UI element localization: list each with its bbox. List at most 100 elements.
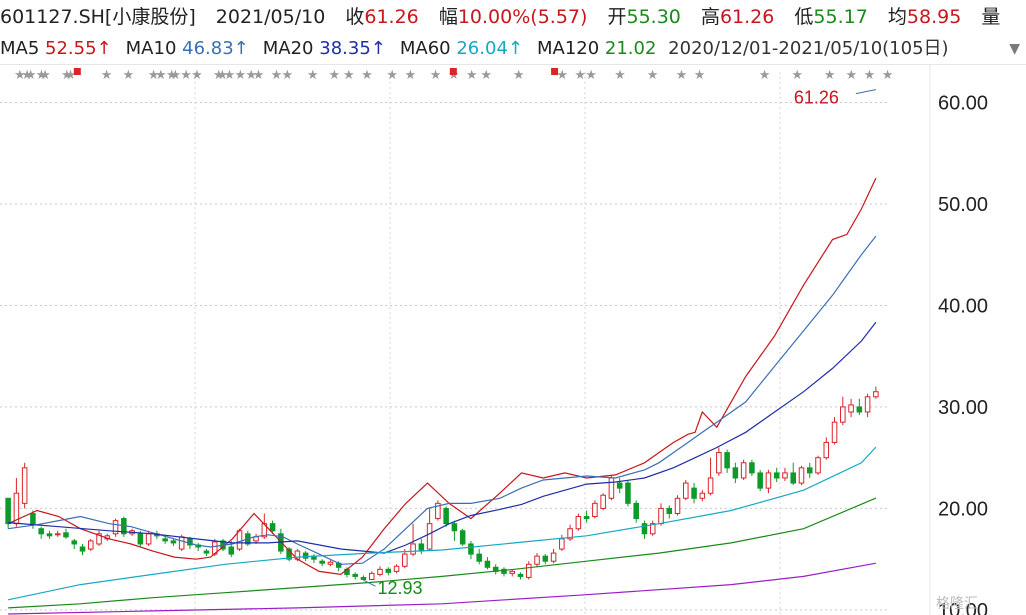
ma-line-ma250 (8, 562, 877, 615)
candle-body (848, 404, 854, 413)
candle-body (666, 507, 673, 515)
ma-line-ma60 (7, 446, 877, 601)
ma-line-ma5 (7, 177, 877, 576)
candle-body (683, 482, 689, 499)
stock-code[interactable]: 601127.SH[小康股份] (0, 6, 196, 28)
open-value: 55.30 (626, 6, 681, 28)
star-icon: ★ (846, 68, 858, 83)
ma-legend-value: 52.55↑ (45, 38, 112, 59)
candle-body (773, 472, 780, 479)
candle-body (716, 452, 722, 474)
candle-body (633, 502, 639, 520)
ma-legend-label: MA5 (0, 38, 46, 59)
star-icon: ★ (282, 68, 294, 83)
star-icon: ★ (556, 68, 568, 83)
low-annotation: 12.93 (377, 578, 422, 598)
star-icon: ★ (21, 68, 33, 83)
candle-body (798, 467, 805, 484)
candle-body (319, 560, 325, 564)
candle-body (228, 546, 235, 555)
low-pointer-line (363, 579, 376, 587)
open-label: 开 (607, 6, 627, 28)
candle-body (302, 552, 309, 559)
star-icon: ★ (148, 68, 160, 83)
candle-body (21, 467, 28, 504)
candle-body (749, 462, 755, 474)
candle-body (550, 552, 557, 562)
candle-body (187, 538, 193, 546)
candle-body (592, 502, 598, 518)
star-icon: ★ (361, 68, 373, 83)
candle-body (162, 538, 168, 542)
candle-body (476, 553, 482, 562)
candle-body (137, 533, 144, 545)
star-icon: ★ (466, 68, 478, 83)
ma-line-ma10 (8, 235, 877, 565)
candle-body (575, 516, 582, 530)
quote-header: 601127.SH[小康股份] 2021/05/10 收61.26 幅10.00… (0, 0, 1026, 34)
ma-legend-item: MA10 46.83↑ (126, 34, 249, 64)
ma-legend-item: MA5 52.55↑ (0, 34, 112, 64)
candle-body (823, 441, 830, 459)
ma-legend-label: MA20 (262, 38, 320, 59)
star-icon: ★ (694, 68, 706, 83)
candle-body (418, 543, 425, 552)
ma-legend-item: MA120 21.02 (537, 34, 656, 64)
candle-body (649, 523, 656, 535)
star-icon: ★ (759, 68, 771, 83)
candle-body (864, 396, 871, 413)
candle-body (393, 565, 400, 572)
low-label: 低 (794, 6, 814, 28)
star-icon: ★ (386, 68, 398, 83)
star-icon: ★ (271, 68, 283, 83)
star-icon: ★ (585, 68, 597, 83)
candle-body (501, 568, 507, 574)
candle-body (765, 472, 772, 489)
candle-body (468, 543, 474, 555)
y-tick-label: 60.00 (938, 92, 988, 114)
candle-body (559, 538, 565, 550)
star-icon: ★ (307, 68, 319, 83)
y-tick-label: 40.00 (938, 295, 988, 317)
date-range-text: 2020/12/01-2021/05/10(105日) (668, 38, 949, 59)
star-icon: ★ (245, 68, 257, 83)
candle-body (815, 457, 821, 474)
star-icon: ★ (65, 68, 77, 83)
candle-body (377, 568, 383, 575)
candle-body (691, 487, 697, 499)
star-icon: ★ (430, 68, 442, 83)
ma-line-ma120 (8, 497, 877, 609)
candle-body (112, 520, 119, 535)
star-icon: ★ (155, 68, 167, 83)
candle-body (583, 516, 590, 520)
high-annotation: 61.26 (794, 88, 839, 108)
candle-body (641, 523, 648, 535)
candle-body (567, 528, 573, 540)
candle-body (203, 550, 210, 554)
ma-legend-bar: MA5 52.55↑ MA10 46.83↑ MA20 38.35↑ MA60 26.… (0, 34, 1026, 65)
triangle-down-icon[interactable]: ▼ (1009, 41, 1020, 57)
star-icon: ★ (824, 68, 836, 83)
star-icon: ★ (191, 68, 203, 83)
star-icon: ★ (101, 68, 113, 83)
star-icon: ★ (329, 68, 341, 83)
candle-body (30, 513, 36, 525)
candle-body (46, 533, 53, 537)
y-tick-label: 50.00 (938, 194, 988, 216)
flag-icon (73, 68, 81, 75)
candle-body (625, 482, 631, 504)
ma-legend-value: 46.83↑ (182, 38, 249, 59)
candle-body (145, 533, 152, 545)
ma-line-ma20 (8, 321, 877, 554)
star-icon: ★ (122, 68, 134, 83)
ma-legend-item: MA60 26.04↑ (400, 34, 523, 64)
star-icon: ★ (647, 68, 659, 83)
candle-body (327, 561, 334, 565)
star-icon: ★ (343, 68, 355, 83)
candle-body (368, 572, 375, 580)
star-icon: ★ (404, 68, 416, 83)
candle-body (426, 523, 433, 550)
candle-body (96, 533, 102, 545)
candle-body (616, 482, 623, 489)
